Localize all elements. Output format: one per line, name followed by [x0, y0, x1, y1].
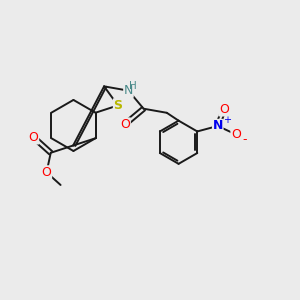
Text: O: O: [120, 118, 130, 131]
Text: O: O: [219, 103, 229, 116]
Text: O: O: [42, 166, 52, 179]
Text: +: +: [223, 115, 231, 125]
Text: S: S: [113, 99, 122, 112]
Text: N: N: [124, 84, 133, 97]
Text: H: H: [128, 81, 136, 91]
Text: O: O: [29, 131, 39, 144]
Text: -: -: [242, 133, 247, 146]
Text: N: N: [213, 119, 223, 133]
Text: O: O: [231, 128, 241, 141]
